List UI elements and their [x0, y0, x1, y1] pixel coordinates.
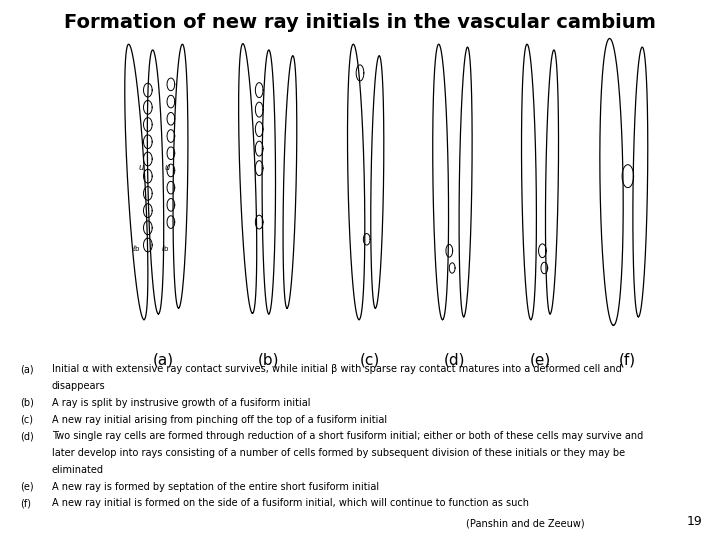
Text: A new ray initial arising from pinching off the top of a fusiform initial: A new ray initial arising from pinching …	[52, 415, 387, 425]
Text: (a): (a)	[20, 364, 34, 375]
Text: (e): (e)	[530, 353, 551, 368]
Text: eliminated: eliminated	[52, 465, 104, 475]
Text: (d): (d)	[20, 431, 34, 442]
Text: A new ray initial is formed on the side of a fusiform initial, which will contin: A new ray initial is formed on the side …	[52, 498, 528, 509]
Text: disappears: disappears	[52, 381, 105, 391]
Text: (d): (d)	[444, 353, 465, 368]
Text: $\ell$b: $\ell$b	[132, 243, 141, 253]
Text: (f): (f)	[618, 353, 636, 368]
Text: u: u	[138, 164, 144, 172]
Text: (e): (e)	[20, 482, 34, 492]
Text: (Panshin and de Zeeuw): (Panshin and de Zeeuw)	[467, 518, 585, 528]
Text: Two single ray cells are formed through reduction of a short fusiform initial; e: Two single ray cells are formed through …	[52, 431, 643, 442]
Text: u: u	[164, 164, 170, 172]
Text: (c): (c)	[359, 353, 379, 368]
Text: (b): (b)	[20, 398, 34, 408]
Text: $\ell$b: $\ell$b	[161, 243, 170, 253]
Text: A ray is split by instrusive growth of a fusiform initial: A ray is split by instrusive growth of a…	[52, 398, 310, 408]
Text: Initial α with extensive ray contact survives, while initial β with sparse ray c: Initial α with extensive ray contact sur…	[52, 364, 621, 375]
Text: later develop into rays consisting of a number of cells formed by subsequent div: later develop into rays consisting of a …	[52, 448, 625, 458]
Text: (b): (b)	[258, 353, 279, 368]
Text: (c): (c)	[20, 415, 33, 425]
Text: (f): (f)	[20, 498, 31, 509]
Text: A new ray is formed by septation of the entire short fusiform initial: A new ray is formed by septation of the …	[52, 482, 379, 492]
Text: 19: 19	[686, 515, 702, 528]
Text: (a): (a)	[153, 353, 174, 368]
Text: Formation of new ray initials in the vascular cambium: Formation of new ray initials in the vas…	[64, 14, 656, 32]
